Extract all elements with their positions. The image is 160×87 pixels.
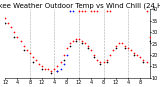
- Point: [35, 59, 37, 60]
- Point: [72, 11, 74, 12]
- Point: [102, 61, 105, 62]
- Point: [62, 63, 65, 65]
- Point: [28, 52, 31, 53]
- Point: [108, 11, 111, 12]
- Point: [142, 59, 145, 60]
- Point: [81, 43, 83, 44]
- Point: [145, 61, 148, 62]
- Point: [87, 45, 89, 46]
- Point: [68, 43, 71, 44]
- Point: [124, 47, 126, 49]
- Point: [124, 45, 126, 46]
- Point: [62, 54, 65, 56]
- Point: [84, 11, 86, 12]
- Point: [105, 61, 108, 62]
- Point: [115, 45, 117, 46]
- Point: [13, 31, 16, 33]
- Point: [145, 11, 148, 12]
- Point: [78, 11, 80, 12]
- Point: [22, 50, 25, 51]
- Point: [72, 41, 74, 42]
- Point: [25, 50, 28, 51]
- Point: [148, 36, 151, 37]
- Point: [53, 68, 56, 69]
- Point: [56, 70, 59, 72]
- Point: [68, 11, 71, 12]
- Point: [65, 47, 68, 49]
- Title: Milwaukee Weather Outdoor Temp vs Wind Chill (24 Hours): Milwaukee Weather Outdoor Temp vs Wind C…: [0, 2, 160, 9]
- Point: [65, 54, 68, 56]
- Point: [68, 45, 71, 46]
- Point: [112, 50, 114, 51]
- Point: [4, 22, 7, 24]
- Point: [22, 45, 25, 46]
- Point: [10, 27, 13, 28]
- Point: [32, 57, 34, 58]
- Point: [75, 41, 77, 42]
- Point: [96, 11, 99, 12]
- Point: [136, 54, 139, 56]
- Point: [93, 57, 96, 58]
- Point: [142, 61, 145, 62]
- Point: [19, 41, 22, 42]
- Point: [108, 54, 111, 56]
- Point: [62, 59, 65, 60]
- Point: [59, 61, 62, 62]
- Point: [56, 70, 59, 72]
- Point: [127, 47, 129, 49]
- Point: [50, 70, 53, 72]
- Point: [90, 50, 92, 51]
- Point: [41, 68, 43, 69]
- Point: [4, 18, 7, 19]
- Point: [84, 43, 86, 44]
- Point: [99, 63, 102, 65]
- Point: [81, 11, 83, 12]
- Point: [13, 36, 16, 37]
- Point: [93, 54, 96, 56]
- Point: [105, 11, 108, 12]
- Point: [139, 57, 142, 58]
- Point: [90, 11, 92, 12]
- Point: [59, 68, 62, 69]
- Point: [115, 47, 117, 49]
- Point: [78, 38, 80, 40]
- Point: [56, 66, 59, 67]
- Point: [81, 41, 83, 42]
- Point: [32, 61, 34, 62]
- Point: [105, 59, 108, 60]
- Point: [44, 68, 46, 69]
- Point: [133, 52, 136, 53]
- Point: [93, 11, 96, 12]
- Point: [96, 59, 99, 60]
- Point: [99, 61, 102, 62]
- Point: [87, 47, 89, 49]
- Point: [41, 66, 43, 67]
- Point: [75, 38, 77, 40]
- Point: [50, 73, 53, 74]
- Point: [133, 54, 136, 56]
- Point: [47, 68, 49, 69]
- Point: [118, 43, 120, 44]
- Point: [38, 63, 40, 65]
- Point: [7, 22, 10, 24]
- Point: [16, 36, 19, 37]
- Point: [148, 41, 151, 42]
- Point: [130, 50, 132, 51]
- Point: [121, 43, 123, 44]
